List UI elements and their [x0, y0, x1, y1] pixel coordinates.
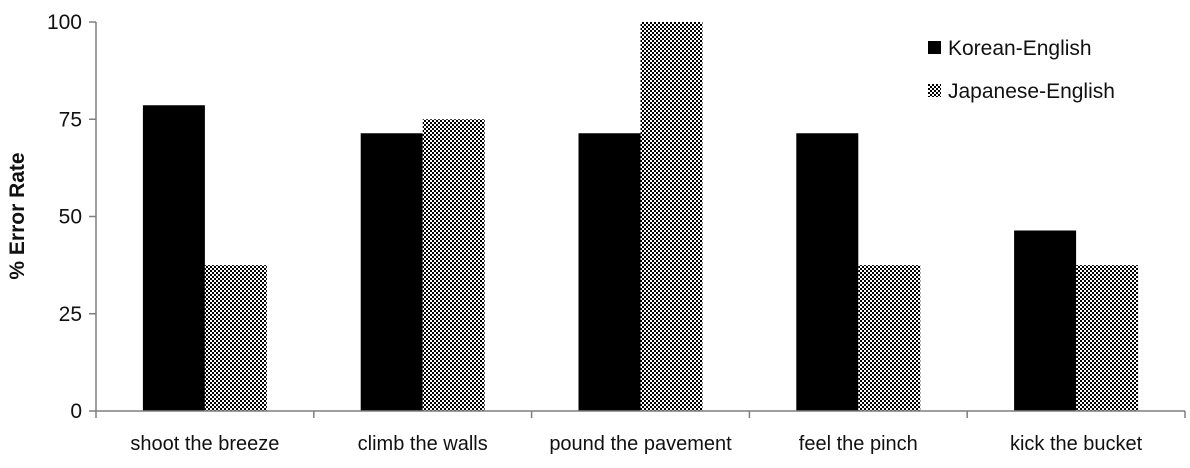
legend-swatch-japanese-english	[928, 84, 941, 97]
bar-japanese-english-shoot-the-breeze	[204, 265, 267, 411]
y-tick-label: 25	[59, 303, 82, 326]
legend-label-korean-english: Korean-English	[948, 37, 1092, 60]
bar-korean-english-feel-the-pinch	[796, 133, 859, 411]
x-axis-ticks: shoot the breeze climb the walls pound the…	[95, 411, 1186, 455]
bar-japanese-english-climb-the-walls	[422, 119, 485, 411]
y-axis-ticks: 0 25 50 75 100	[47, 11, 96, 423]
bar-korean-english-pound-the-pavement	[578, 133, 641, 411]
legend-label-japanese-english: Japanese-English	[948, 80, 1115, 103]
legend: Korean-English Japanese-English	[928, 37, 1115, 103]
y-tick-label: 75	[59, 108, 82, 131]
bar-japanese-english-pound-the-pavement	[640, 22, 703, 411]
x-tick-label-shoot-the-breeze: shoot the breeze	[130, 433, 279, 455]
x-tick-label-kick-the-bucket: kick the bucket	[1010, 433, 1143, 455]
bar-japanese-english-feel-the-pinch	[858, 265, 921, 411]
legend-swatch-korean-english	[928, 41, 941, 54]
bar-korean-english-kick-the-bucket	[1014, 230, 1077, 411]
y-axis-title: % Error Rate	[6, 152, 29, 279]
x-tick-label-climb-the-walls: climb the walls	[358, 433, 488, 455]
bar-japanese-english-kick-the-bucket	[1076, 265, 1139, 411]
bar-korean-english-climb-the-walls	[360, 133, 423, 411]
x-tick-label-feel-the-pinch: feel the pinch	[799, 433, 918, 455]
y-tick-label: 100	[47, 11, 82, 34]
bars-layer	[142, 22, 1139, 411]
y-tick-label: 50	[59, 206, 82, 229]
y-tick-label: 0	[70, 400, 82, 423]
bar-korean-english-shoot-the-breeze	[142, 105, 205, 411]
x-tick-label-pound-the-pavement: pound the pavement	[549, 433, 732, 455]
